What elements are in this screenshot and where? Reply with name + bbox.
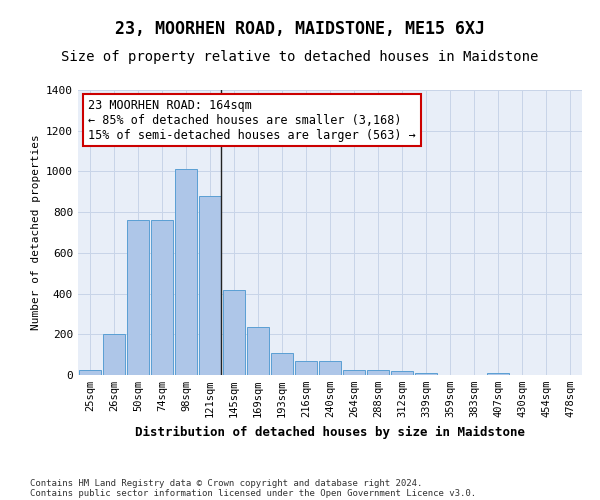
Bar (223, 290, 245, 375)
Text: 23 MOORHEN ROAD: 164sqm
← 85% of detached houses are smaller (3,168)
15% of semi: 23 MOORHEN ROAD: 164sqm ← 85% of detache… (88, 98, 416, 142)
Bar (367, 370, 389, 375)
Bar (79, 370, 101, 375)
X-axis label: Distribution of detached houses by size in Maidstone: Distribution of detached houses by size … (135, 426, 525, 439)
Text: Size of property relative to detached houses in Maidstone: Size of property relative to detached ho… (61, 50, 539, 64)
Y-axis label: Number of detached properties: Number of detached properties (31, 134, 41, 330)
Bar (295, 361, 317, 375)
Bar (343, 370, 365, 375)
Bar (415, 373, 437, 375)
Bar (319, 361, 341, 375)
Bar (103, 334, 125, 375)
Text: Contains public sector information licensed under the Open Government Licence v3: Contains public sector information licen… (30, 488, 476, 498)
Bar (271, 352, 293, 375)
Bar (247, 327, 269, 375)
Bar (151, 220, 173, 375)
Bar (487, 373, 509, 375)
Bar (175, 170, 197, 375)
Bar (199, 196, 221, 375)
Bar (127, 220, 149, 375)
Text: Contains HM Land Registry data © Crown copyright and database right 2024.: Contains HM Land Registry data © Crown c… (30, 478, 422, 488)
Bar (391, 371, 413, 375)
Text: 23, MOORHEN ROAD, MAIDSTONE, ME15 6XJ: 23, MOORHEN ROAD, MAIDSTONE, ME15 6XJ (115, 20, 485, 38)
